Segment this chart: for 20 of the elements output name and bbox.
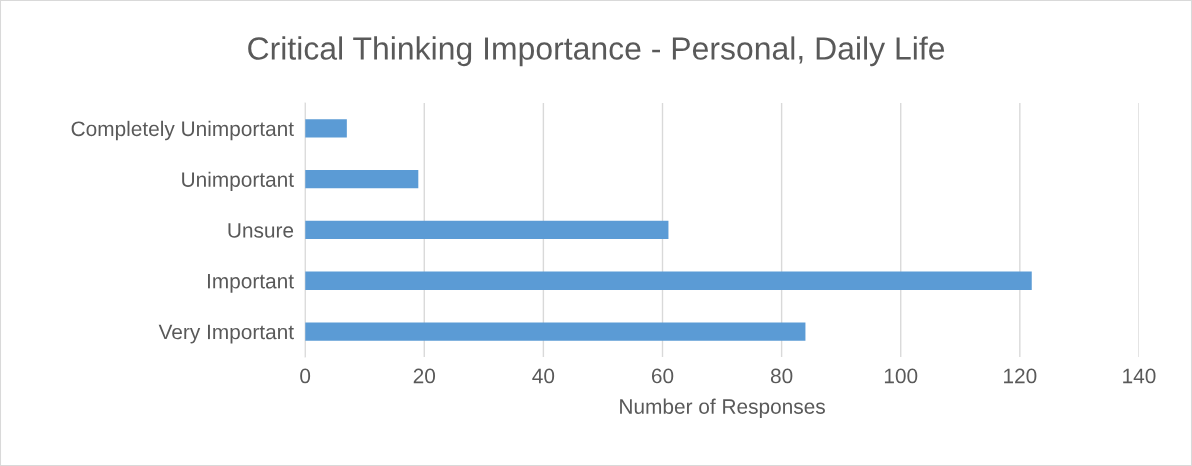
x-tick-label: 20 (413, 368, 436, 384)
x-tick-label: 80 (770, 368, 793, 384)
y-tick-label: Unimportant (182, 171, 294, 192)
bar (305, 220, 669, 240)
bar (305, 322, 806, 341)
bar (305, 170, 419, 189)
x-tick-label: 60 (651, 368, 674, 384)
chart-title: Critical Thinking Importance - Personal, Daily Life (248, 36, 945, 67)
x-tick-label: 120 (1004, 368, 1037, 384)
x-axis-title: Number of Responses (620, 398, 825, 419)
y-tick-label: Completely Unimportant (71, 120, 294, 141)
bar (305, 271, 1032, 290)
x-tick-label: 140 (1123, 368, 1156, 384)
bar (305, 119, 347, 138)
y-tick-label: Unsure (228, 223, 294, 238)
x-tick-label: 40 (532, 368, 555, 384)
x-tick-label: 0 (300, 368, 311, 384)
x-tick-label: 100 (884, 368, 918, 384)
y-tick-label: Important (207, 273, 294, 293)
y-tick-label: Very Important (158, 324, 294, 344)
